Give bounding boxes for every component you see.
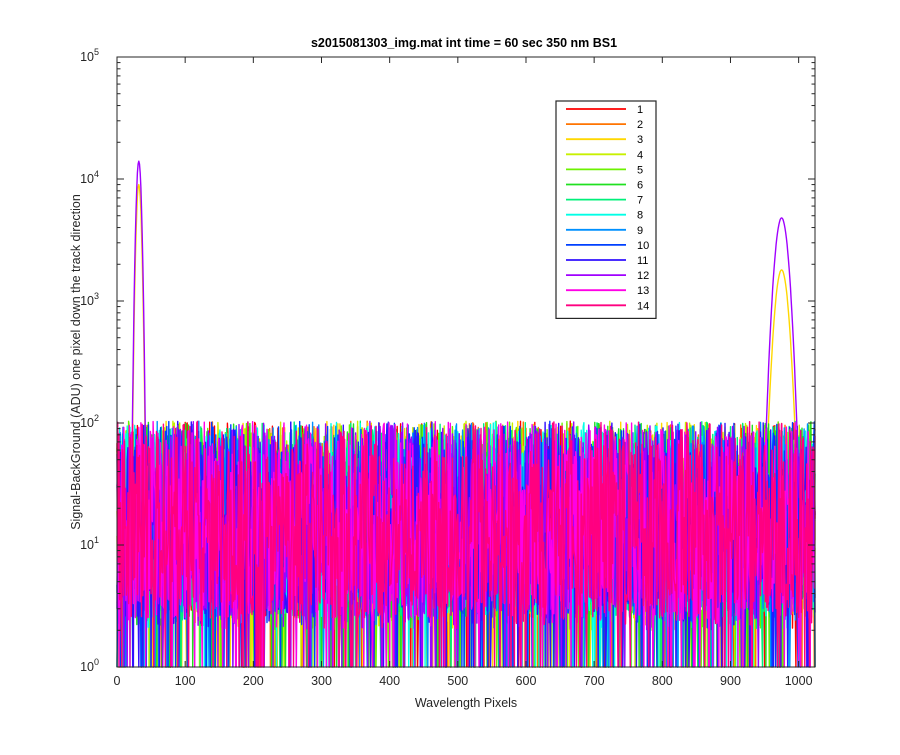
legend-label-13: 13	[637, 285, 649, 297]
x-tick-label: 500	[447, 674, 468, 688]
legend-label-6: 6	[637, 180, 643, 192]
series-layer	[116, 160, 816, 668]
y-tick-label: 100	[80, 657, 99, 674]
y-tick-label: 105	[80, 47, 99, 64]
y-tick-label: 101	[80, 535, 99, 552]
y-tick-label: 104	[80, 169, 99, 186]
x-axis-label: Wavelength Pixels	[415, 696, 517, 710]
x-tick-label: 800	[652, 674, 673, 688]
legend-label-12: 12	[637, 270, 649, 282]
x-tick-label: 600	[516, 674, 537, 688]
legend-label-4: 4	[637, 149, 643, 161]
x-tick-label: 1000	[785, 674, 813, 688]
x-tick-label: 200	[243, 674, 264, 688]
legend-label-11: 11	[637, 255, 648, 267]
chart-title: s2015081303_img.mat int time = 60 sec 35…	[311, 36, 617, 50]
axes-layer: 0 100 200 300 400 500 600 700 800 900 100010010110…	[80, 47, 815, 688]
series-line-14	[116, 420, 816, 668]
legend-label-7: 7	[637, 195, 643, 207]
x-tick-label: 400	[379, 674, 400, 688]
x-tick-label: 0	[114, 674, 121, 688]
legend-label-1: 1	[637, 104, 643, 116]
x-tick-label: 900	[720, 674, 741, 688]
legend-label-3: 3	[637, 134, 643, 146]
y-axis-label: Signal-BackGround (ADU) one pixel down t…	[69, 194, 83, 530]
plot-frame	[116, 56, 816, 668]
y-tick-label: 102	[80, 413, 99, 430]
x-tick-label: 700	[584, 674, 605, 688]
legend-label-2: 2	[637, 119, 643, 131]
x-tick-label: 300	[311, 674, 332, 688]
x-tick-label: 100	[175, 674, 196, 688]
legend-label-9: 9	[637, 225, 643, 237]
legend-label-8: 8	[637, 210, 643, 222]
legend-label-10: 10	[637, 240, 649, 252]
legend-label-14: 14	[637, 300, 649, 312]
y-tick-label: 103	[80, 291, 99, 308]
legend-label-5: 5	[637, 164, 643, 176]
legend-box	[555, 100, 657, 319]
